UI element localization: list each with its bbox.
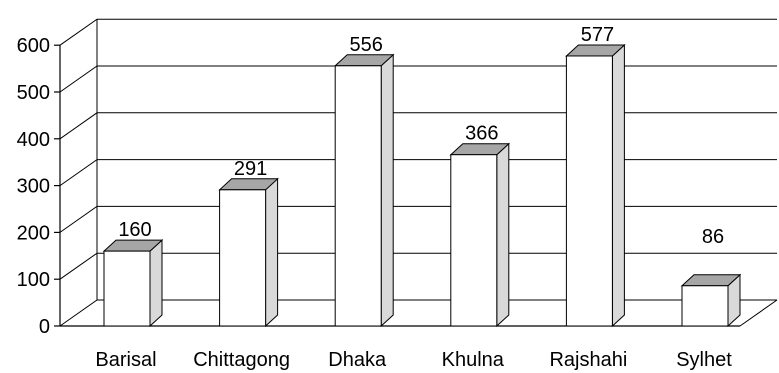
y-tick-label: 500: [17, 82, 50, 104]
y-axis-tick-labels: 0 100 200 300 400 500 600: [17, 35, 50, 338]
data-label-rajshahi: 577: [581, 24, 614, 46]
data-label-sylhet: 86: [702, 226, 724, 248]
data-label-barisal: 160: [118, 219, 151, 241]
y-tick-label: 300: [17, 176, 50, 198]
gridline: [59, 252, 777, 280]
x-axis-category-labels: Barisal Chittagong Dhaka Khulna Rajshahi Sylh…: [95, 349, 732, 371]
bar-front: [681, 285, 729, 327]
y-tick-label: 100: [17, 269, 50, 291]
bar-dhaka: [333, 53, 395, 328]
grid-lines: [59, 18, 777, 327]
data-labels: 160 291 556 366 577 86: [118, 24, 724, 248]
y-tick-label: 600: [17, 35, 50, 57]
gridline: [59, 205, 777, 233]
category-label-chittagong: Chittagong: [193, 349, 290, 371]
bar-sylhet: [680, 273, 742, 328]
bar-side: [265, 177, 279, 328]
gridline: [59, 299, 777, 327]
bar-chittagong: [218, 177, 279, 328]
y-tick-label: 200: [17, 222, 50, 244]
y-tick-label: 0: [39, 316, 50, 338]
floor-right-edge: [739, 299, 778, 327]
bar-front: [450, 154, 498, 327]
bars: [102, 43, 742, 328]
bar-khulna: [449, 142, 511, 328]
category-label-sylhet: Sylhet: [676, 349, 732, 371]
category-label-rajshahi: Rajshahi: [549, 349, 627, 371]
bar-side: [611, 43, 625, 328]
category-label-dhaka: Dhaka: [328, 349, 387, 371]
bar-rajshahi: [565, 43, 626, 328]
data-label-khulna: 366: [465, 123, 498, 145]
gridline: [59, 65, 777, 93]
data-label-chittagong: 291: [234, 158, 267, 180]
bar-front: [334, 65, 382, 327]
axes: [54, 19, 778, 327]
bar-side: [149, 238, 163, 328]
gridline: [59, 112, 777, 140]
bar-front: [565, 55, 613, 327]
bar-barisal: [102, 238, 164, 328]
category-label-khulna: Khulna: [442, 349, 505, 371]
bar-front: [103, 250, 151, 327]
gridline: [59, 18, 777, 46]
category-label-barisal: Barisal: [95, 349, 156, 371]
bar-side: [380, 53, 394, 328]
bar-side: [496, 142, 510, 328]
y-tick-label: 400: [17, 129, 50, 151]
gridline: [59, 159, 777, 187]
bar-front: [219, 189, 267, 327]
data-label-dhaka: 556: [350, 34, 383, 56]
